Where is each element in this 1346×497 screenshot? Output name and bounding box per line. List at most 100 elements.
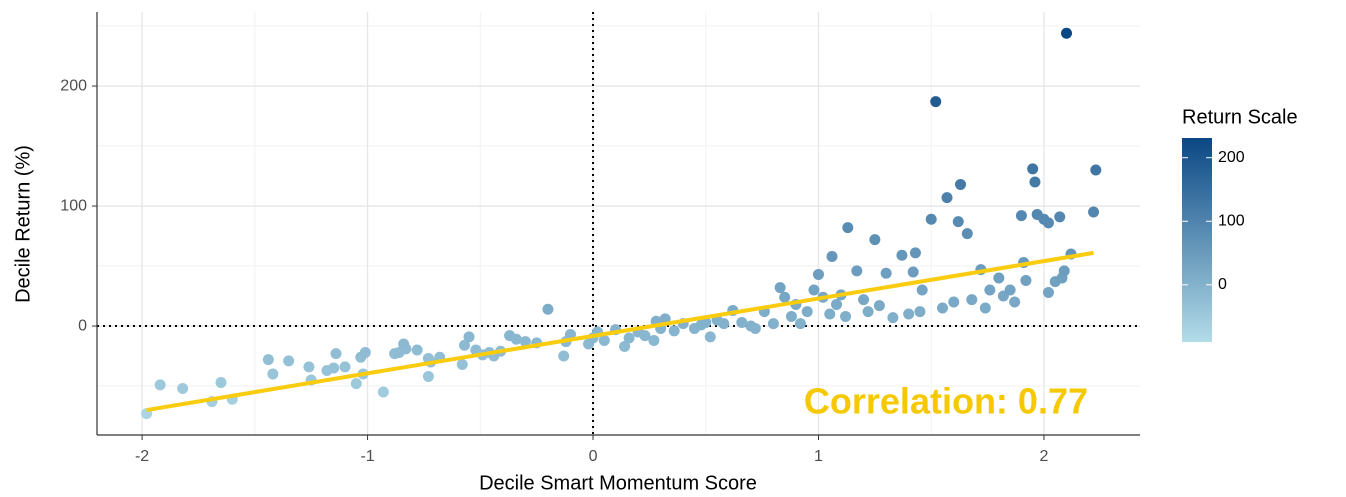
legend-tick-label: 200: [1218, 149, 1245, 166]
point: [993, 272, 1005, 284]
legend-tick-label: 0: [1218, 276, 1227, 293]
point: [598, 334, 610, 346]
point: [303, 361, 315, 373]
point: [941, 192, 953, 204]
point: [774, 282, 786, 294]
point: [831, 298, 843, 310]
point: [808, 284, 820, 296]
point: [619, 340, 631, 352]
point: [267, 368, 279, 380]
point: [824, 308, 836, 320]
trend-line: [146, 250, 1094, 413]
point: [887, 312, 899, 324]
point: [896, 249, 908, 261]
point: [749, 322, 761, 334]
point: [801, 306, 813, 318]
point: [1060, 27, 1072, 39]
y-tick-label: 100: [60, 197, 87, 214]
point: [826, 250, 838, 262]
point: [1042, 286, 1054, 298]
point: [840, 310, 852, 322]
point: [812, 268, 824, 280]
point: [1009, 296, 1021, 308]
point: [984, 284, 996, 296]
y-axis-title: Decile Return (%): [12, 145, 34, 303]
point: [909, 247, 921, 259]
point: [914, 306, 926, 318]
point: [794, 318, 806, 330]
point: [648, 334, 660, 346]
point: [330, 348, 342, 360]
point: [1004, 284, 1016, 296]
point: [564, 328, 576, 340]
point: [925, 213, 937, 225]
x-tick-label: -1: [360, 448, 374, 465]
point: [869, 234, 881, 246]
point: [903, 308, 915, 320]
point: [718, 318, 730, 330]
annotation: Correlation: 0.77: [804, 381, 1088, 422]
point: [350, 378, 362, 390]
point: [880, 267, 892, 279]
point: [459, 339, 471, 351]
legend-tick-label: 100: [1218, 212, 1245, 229]
point: [851, 265, 863, 277]
point: [1042, 217, 1054, 229]
point: [842, 222, 854, 234]
point: [907, 266, 919, 278]
point: [377, 386, 389, 398]
point: [704, 331, 716, 343]
color-bar: [1182, 138, 1212, 342]
point: [952, 216, 964, 228]
point: [955, 178, 967, 190]
point: [961, 228, 973, 240]
point: [873, 300, 885, 312]
point: [668, 325, 680, 337]
point: [936, 302, 948, 314]
point: [736, 316, 748, 328]
point: [916, 284, 928, 296]
point: [1020, 274, 1032, 286]
point: [767, 318, 779, 330]
point: [510, 333, 522, 345]
point: [1054, 211, 1066, 223]
point: [463, 331, 475, 343]
point: [422, 370, 434, 382]
x-tick-label: 2: [1039, 448, 1048, 465]
point: [785, 310, 797, 322]
y-tick-label: 0: [78, 317, 87, 334]
point: [1058, 265, 1070, 277]
point: [339, 361, 351, 373]
point: [1027, 163, 1039, 175]
point: [623, 332, 635, 344]
point: [177, 382, 189, 394]
point: [779, 291, 791, 303]
point: [283, 355, 295, 367]
point: [328, 362, 340, 374]
point: [398, 338, 410, 350]
point: [979, 302, 991, 314]
point: [542, 303, 554, 315]
point: [930, 96, 942, 108]
x-tick-label: 1: [814, 448, 823, 465]
point: [948, 296, 960, 308]
point: [558, 350, 570, 362]
point: [359, 346, 371, 358]
x-tick-label: -2: [135, 448, 149, 465]
point: [154, 379, 166, 391]
point: [966, 294, 978, 306]
point: [1088, 206, 1100, 218]
legend-title: Return Scale: [1182, 106, 1298, 128]
point: [519, 336, 531, 348]
x-axis-title: Decile Smart Momentum Score: [479, 472, 757, 494]
point: [456, 358, 468, 370]
point: [858, 294, 870, 306]
point: [262, 354, 274, 366]
y-tick-label: 200: [60, 77, 87, 94]
point: [411, 344, 423, 356]
x-tick-label: 0: [589, 448, 598, 465]
point: [1015, 210, 1027, 222]
point: [862, 306, 874, 318]
point: [1090, 164, 1102, 176]
